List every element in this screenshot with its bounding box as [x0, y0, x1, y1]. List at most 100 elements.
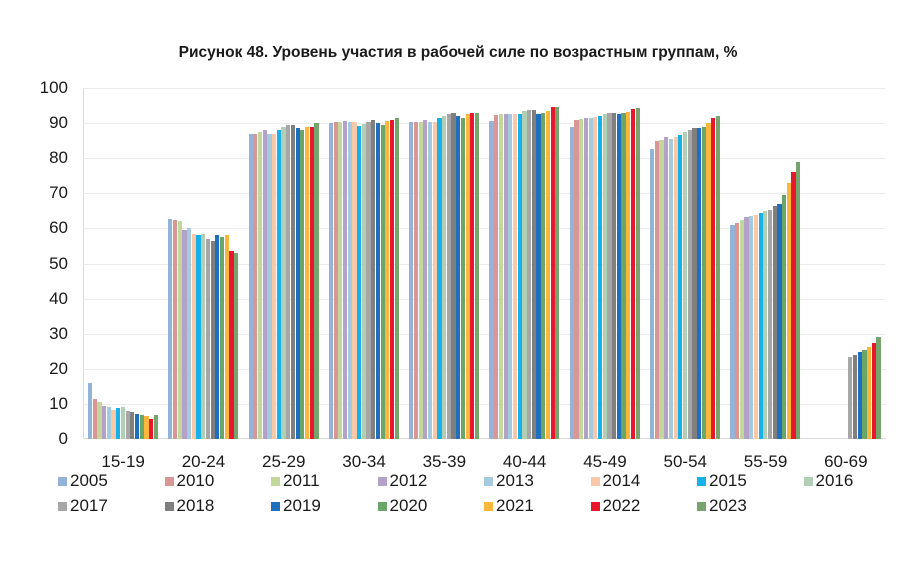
- x-tick-label: 25-29: [262, 452, 306, 471]
- legend-label: 2018: [176, 496, 215, 515]
- gridline: [83, 193, 886, 195]
- bar-2020-35-39: [460, 117, 466, 439]
- bar-2016-50-54: [682, 131, 688, 439]
- y-tick-label: 80: [49, 148, 68, 168]
- y-tick-label: 0: [58, 429, 68, 448]
- bar-2023-40-44: [555, 107, 560, 439]
- bar-2016-30-34: [361, 123, 366, 439]
- legend-item-2010: 2010: [164, 471, 214, 491]
- bar-2017-60-69: [848, 356, 853, 439]
- legend-item-2019: 2019: [271, 496, 321, 516]
- bar-2005-30-34: [328, 123, 334, 439]
- legend-swatch-icon: [484, 501, 493, 511]
- bar-2010-25-29: [253, 133, 258, 439]
- bar-2020-20-24: [219, 237, 225, 439]
- gridline: [83, 228, 886, 230]
- bar-2018-15-19: [130, 411, 135, 439]
- bar-2013-25-29: [267, 133, 272, 439]
- bar-2005-20-24: [168, 218, 173, 439]
- bar-2021-15-19: [144, 416, 149, 439]
- bar-2013-35-39: [427, 122, 433, 439]
- bar-2021-50-54: [706, 123, 711, 439]
- bar-2011-25-29: [257, 131, 263, 439]
- gridline: [83, 88, 886, 89]
- gridline: [83, 263, 886, 265]
- bar-2014-25-29: [272, 133, 277, 439]
- bar-2018-35-39: [451, 113, 456, 439]
- x-tick-label: 35-39: [422, 452, 467, 471]
- legend-item-2022: 2022: [590, 496, 641, 516]
- y-tick-label: 90: [49, 113, 68, 133]
- bar-2019-15-19: [134, 414, 140, 439]
- bar-2022-40-44: [550, 107, 555, 439]
- bar-2020-15-19: [139, 415, 144, 439]
- legend-swatch-icon: [484, 476, 493, 486]
- bar-2013-50-54: [668, 138, 674, 439]
- bar-2022-30-34: [389, 119, 395, 439]
- bar-2017-35-39: [446, 114, 451, 439]
- bar-2015-40-44: [517, 114, 522, 439]
- bar-2022-60-69: [871, 343, 876, 439]
- plot-area: [83, 88, 886, 439]
- bar-2015-30-34: [357, 125, 362, 439]
- legend-label: 2019: [283, 496, 321, 515]
- legend-swatch-icon: [271, 501, 280, 511]
- legend-swatch-icon: [697, 476, 706, 486]
- bar-2020-50-54: [701, 126, 706, 439]
- bar-2022-20-24: [229, 251, 234, 439]
- bar-2014-40-44: [512, 113, 518, 439]
- legend-swatch-icon: [58, 501, 67, 511]
- bar-2011-45-49: [579, 118, 584, 439]
- bar-2012-45-49: [583, 117, 589, 439]
- bar-2020-45-49: [621, 113, 626, 439]
- legend-item-2014: 2014: [590, 471, 640, 491]
- bar-2010-35-39: [413, 122, 419, 439]
- x-tick-label: 20-24: [181, 452, 226, 471]
- legend-label: 2023: [709, 496, 747, 515]
- bar-2014-30-34: [352, 122, 357, 439]
- y-tick-label: 50: [49, 253, 68, 273]
- legend-swatch-icon: [803, 476, 813, 486]
- bar-2005-15-19: [87, 382, 93, 439]
- legend-label: 2022: [602, 496, 641, 515]
- x-tick-label: 55-59: [743, 452, 788, 471]
- bar-2014-20-24: [191, 233, 196, 439]
- gridline: [83, 403, 886, 405]
- bar-2014-35-39: [432, 122, 437, 439]
- bar-2010-15-19: [92, 398, 97, 439]
- bar-2015-50-54: [678, 135, 683, 439]
- bar-2011-50-54: [659, 139, 664, 439]
- bar-2010-55-59: [735, 223, 740, 439]
- bar-2013-55-59: [749, 216, 754, 439]
- bar-2011-55-59: [739, 219, 744, 439]
- bar-2021-30-34: [385, 121, 390, 439]
- legend-label: 2016: [815, 471, 854, 490]
- y-tick-label: 70: [49, 183, 68, 203]
- legend-item-2017: 2017: [58, 496, 108, 516]
- bar-2014-55-59: [753, 215, 759, 439]
- bar-2010-45-49: [574, 119, 579, 439]
- bar-2023-45-49: [635, 108, 640, 439]
- bar-2018-30-34: [371, 119, 376, 439]
- bar-2022-15-19: [149, 418, 154, 439]
- bar-2016-40-44: [522, 110, 527, 439]
- y-tick-label: 20: [49, 358, 68, 378]
- bar-2018-25-29: [290, 124, 296, 439]
- bar-2014-50-54: [673, 137, 678, 439]
- bar-2019-50-54: [697, 128, 702, 439]
- bar-2021-25-29: [304, 126, 310, 439]
- bar-2016-35-39: [442, 116, 447, 439]
- bar-2023-20-24: [234, 252, 239, 439]
- bar-2020-40-44: [541, 113, 546, 439]
- bar-2018-40-44: [531, 110, 536, 439]
- legend-swatch-icon: [164, 501, 174, 511]
- bar-2021-45-49: [626, 111, 631, 439]
- bar-2005-35-39: [409, 122, 414, 439]
- x-tick-label: 15-19: [101, 452, 145, 471]
- x-tick-label: 30-34: [342, 452, 386, 471]
- legend-label: 2005: [70, 471, 108, 490]
- bar-2017-15-19: [125, 410, 130, 439]
- bar-2020-60-69: [862, 350, 867, 439]
- bar-2023-55-59: [796, 161, 801, 439]
- bar-2019-40-44: [536, 113, 541, 439]
